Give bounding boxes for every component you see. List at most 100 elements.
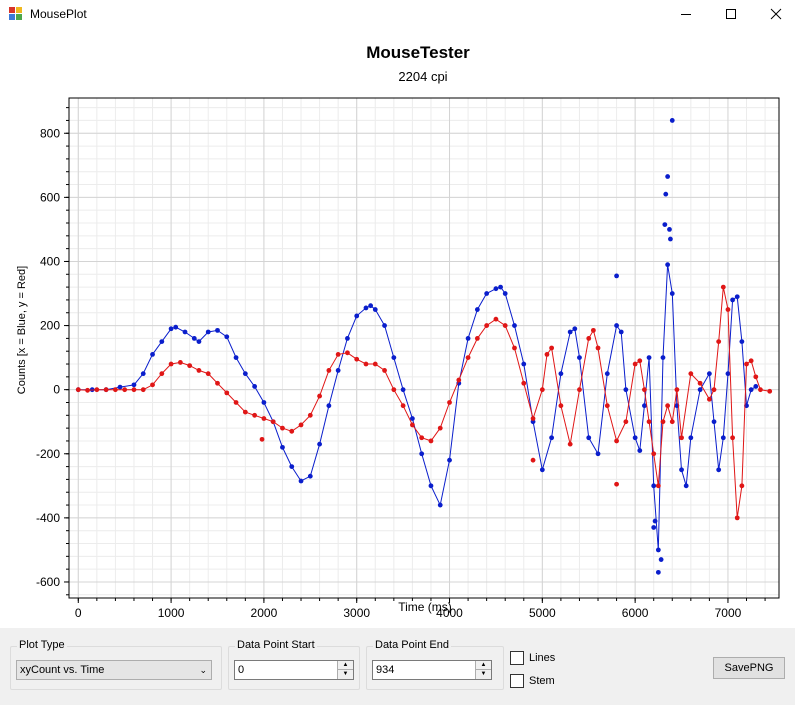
data-point bbox=[716, 467, 722, 473]
data-point bbox=[668, 236, 673, 242]
data-point bbox=[683, 483, 689, 489]
data-point bbox=[614, 438, 619, 444]
data-point bbox=[391, 355, 397, 361]
lines-checkbox-box[interactable] bbox=[510, 651, 524, 665]
y-tick-label: 0 bbox=[53, 383, 60, 397]
data-point bbox=[567, 329, 573, 335]
data-point bbox=[730, 297, 735, 303]
data-point bbox=[354, 313, 360, 319]
data-point bbox=[720, 284, 726, 290]
data-point bbox=[437, 425, 443, 431]
data-point bbox=[215, 380, 220, 386]
data-point bbox=[614, 481, 619, 487]
save-png-button[interactable]: SavePNG bbox=[713, 657, 785, 679]
chart-app-icon bbox=[9, 7, 22, 20]
data-point bbox=[94, 387, 100, 393]
data-point bbox=[289, 464, 295, 469]
data-point bbox=[159, 339, 165, 344]
maximize-button[interactable] bbox=[708, 0, 754, 28]
close-button[interactable] bbox=[753, 0, 795, 28]
maximize-icon bbox=[726, 9, 736, 19]
minimize-button[interactable] bbox=[663, 0, 709, 28]
data-point bbox=[182, 329, 188, 335]
y-axis-label: Counts [x = Blue, y = Red] bbox=[16, 266, 28, 394]
y-tick-label: -400 bbox=[36, 511, 60, 525]
data-point bbox=[669, 419, 675, 425]
data-point bbox=[428, 438, 434, 444]
data-point bbox=[224, 390, 230, 396]
data-point bbox=[391, 387, 397, 393]
data-point bbox=[744, 361, 749, 367]
data-point bbox=[646, 355, 652, 361]
data-point bbox=[493, 316, 499, 322]
data-point bbox=[512, 345, 517, 351]
data-point bbox=[539, 387, 545, 393]
data-point bbox=[623, 387, 629, 393]
data-point bbox=[140, 387, 146, 393]
data-point bbox=[637, 448, 643, 453]
data-point bbox=[252, 384, 258, 389]
data-point bbox=[150, 352, 155, 357]
data-point bbox=[734, 515, 740, 521]
data-point bbox=[586, 435, 592, 441]
data-point bbox=[758, 387, 763, 393]
end-label: Data Point End bbox=[373, 639, 451, 651]
data-point bbox=[642, 387, 647, 393]
data-point bbox=[632, 361, 638, 367]
data-point bbox=[122, 387, 128, 393]
data-point bbox=[382, 368, 387, 373]
data-point bbox=[651, 451, 657, 457]
start-group: Data Point Start 0 ▲ ▼ bbox=[228, 639, 360, 690]
data-point bbox=[131, 382, 137, 388]
data-point bbox=[224, 334, 230, 340]
data-point bbox=[595, 345, 601, 351]
data-point bbox=[252, 412, 258, 418]
data-point bbox=[753, 384, 759, 389]
data-point bbox=[117, 384, 123, 390]
data-point bbox=[409, 416, 415, 421]
data-point bbox=[725, 371, 731, 377]
data-point bbox=[298, 478, 304, 484]
start-stepper[interactable]: 0 ▲ ▼ bbox=[234, 660, 354, 680]
data-point bbox=[345, 335, 350, 341]
data-point bbox=[259, 436, 265, 442]
mouse-chart: MouseTester 2204 cpi 0 1000 2000 3000 4000 50… bbox=[16, 43, 780, 620]
data-point bbox=[652, 518, 658, 524]
data-point bbox=[725, 307, 731, 312]
data-point bbox=[730, 435, 735, 441]
stepper-up-icon[interactable]: ▲ bbox=[476, 661, 491, 670]
data-point bbox=[655, 547, 661, 553]
data-point bbox=[530, 416, 536, 421]
plot-type-value: xyCount vs. Time bbox=[20, 664, 105, 676]
plot-type-select[interactable]: xyCount vs. Time ⌄ bbox=[16, 660, 212, 680]
data-point bbox=[549, 345, 555, 351]
data-point bbox=[474, 307, 480, 312]
data-point bbox=[168, 361, 174, 367]
data-point bbox=[484, 291, 490, 296]
data-point bbox=[512, 323, 517, 328]
data-point bbox=[498, 284, 503, 290]
data-point bbox=[233, 400, 239, 405]
data-point bbox=[465, 355, 471, 361]
data-point bbox=[493, 286, 499, 292]
data-point bbox=[205, 371, 211, 377]
y-tick-label: 600 bbox=[40, 190, 60, 204]
data-point bbox=[75, 387, 81, 393]
stem-checkbox-box[interactable] bbox=[510, 674, 524, 688]
data-point bbox=[372, 361, 378, 367]
y-tick-label: 400 bbox=[40, 254, 60, 268]
stepper-up-icon[interactable]: ▲ bbox=[338, 661, 353, 670]
stepper-down-icon[interactable]: ▼ bbox=[480, 671, 487, 677]
y-tick-label: -200 bbox=[36, 447, 60, 461]
data-point bbox=[196, 339, 202, 344]
data-point bbox=[191, 335, 197, 341]
data-point bbox=[345, 350, 350, 356]
y-tick-label: 800 bbox=[40, 126, 60, 140]
data-point bbox=[739, 483, 745, 489]
x-tick-label: 1000 bbox=[158, 606, 185, 620]
stepper-down-icon[interactable]: ▼ bbox=[342, 671, 349, 677]
data-point bbox=[242, 371, 248, 377]
data-point bbox=[317, 441, 322, 447]
end-stepper[interactable]: 934 ▲ ▼ bbox=[372, 660, 492, 680]
window-title-bar: MousePlot bbox=[0, 0, 795, 28]
